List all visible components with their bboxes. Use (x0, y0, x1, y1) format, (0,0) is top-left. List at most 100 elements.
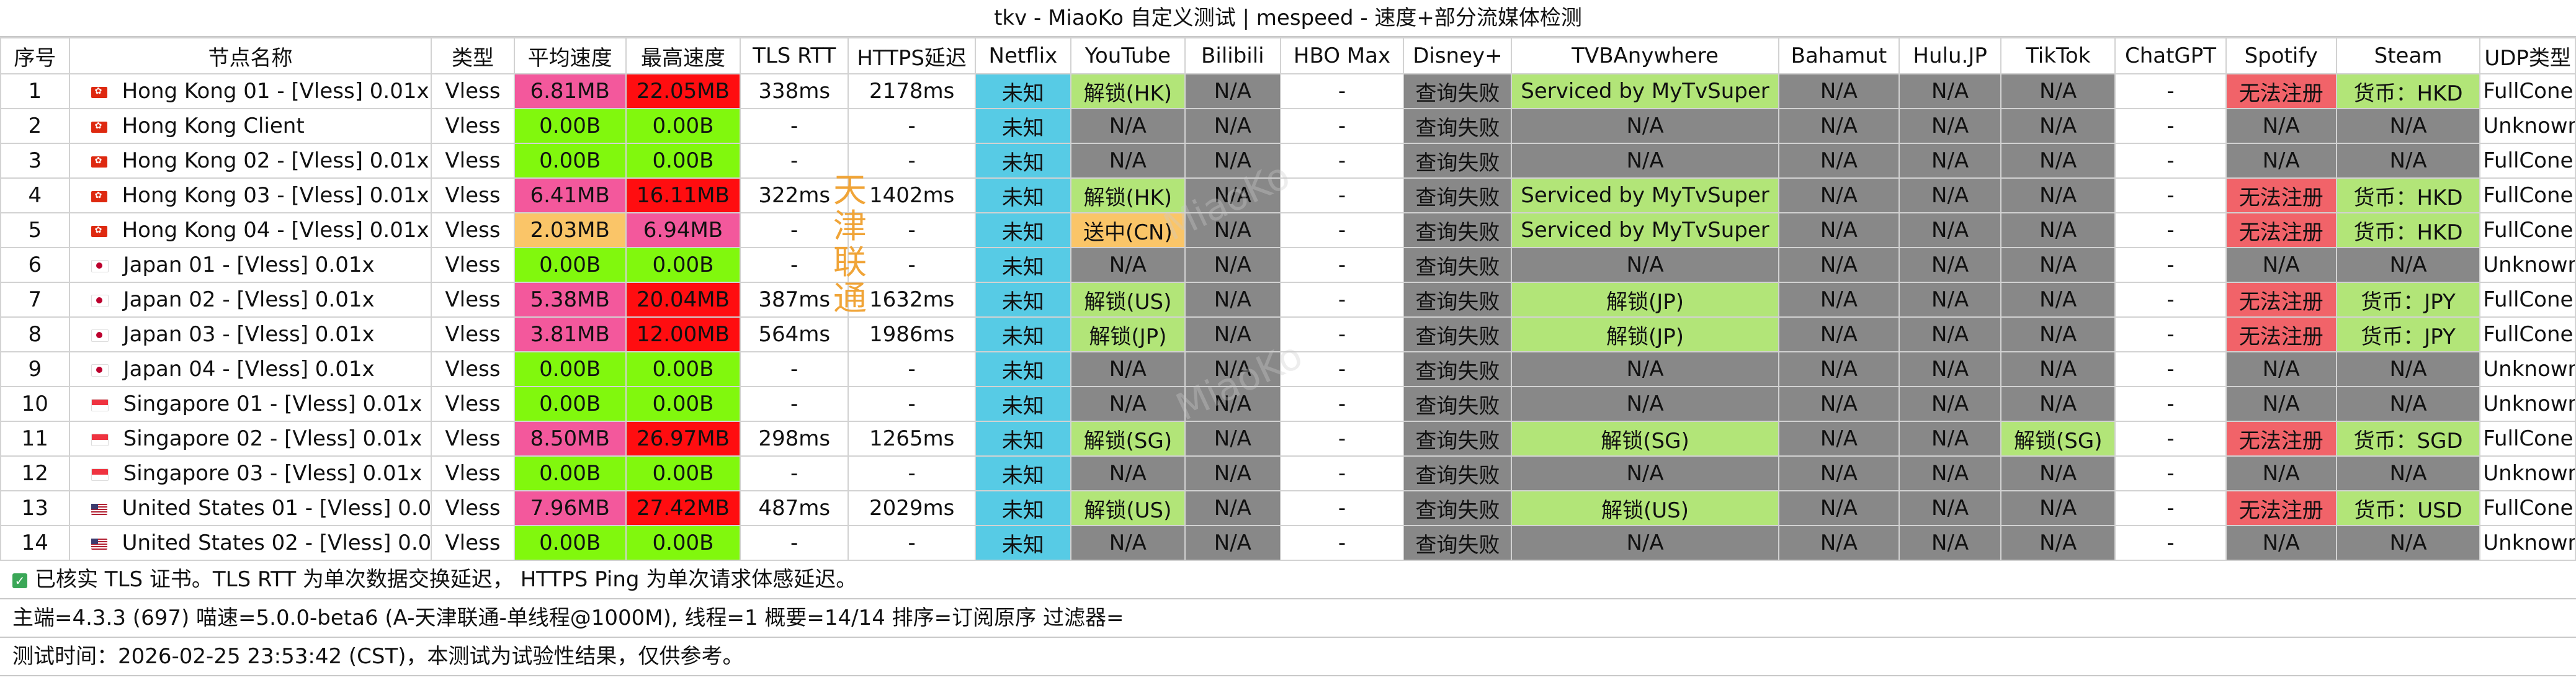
table-cell: 货币：JPY (2335, 282, 2481, 318)
table-cell: 解锁(SG) (1511, 421, 1779, 457)
table-cell: N/A (2225, 525, 2337, 561)
table-cell: 6.41MB (513, 177, 627, 213)
table-cell: - (1279, 386, 1405, 422)
table-cell: N/A (1184, 525, 1281, 561)
table-cell: 查询失败 (1403, 247, 1513, 283)
table-cell: 查询失败 (1403, 455, 1513, 491)
table-cell: N/A (1898, 490, 2002, 526)
column-header[interactable]: 最高速度 (625, 37, 741, 74)
table-cell: N/A (2335, 351, 2481, 387)
table-cell: - (847, 247, 977, 283)
table-cell: 8.50MB (513, 421, 627, 457)
column-header[interactable]: YouTube (1070, 37, 1186, 74)
column-header[interactable]: TLS RTT (740, 37, 849, 74)
table-cell: - (1279, 177, 1405, 213)
table-cell: 货币：SGD (2335, 421, 2481, 457)
table-cell: - (2114, 212, 2227, 248)
table-cell: N/A (1778, 143, 1900, 179)
column-header[interactable]: TVBAnywhere (1511, 37, 1779, 74)
table-cell: 未知 (975, 490, 1071, 526)
table-cell: 未知 (975, 525, 1071, 561)
table-cell: N/A (1898, 177, 2002, 213)
table-cell: N/A (1511, 143, 1779, 179)
table-cell: N/A (1778, 282, 1900, 318)
table-cell: - (1279, 351, 1405, 387)
column-header[interactable]: 序号 (0, 37, 70, 74)
table-cell: Vless (431, 525, 515, 561)
table-cell: 解锁(JP) (1070, 316, 1186, 352)
table-row: 12 Singapore 03 - [Vless] 0.01x Vless 0.00B… (0, 455, 2576, 491)
table-cell: - (2114, 282, 2227, 318)
column-header[interactable]: UDP类型 (2479, 37, 2576, 74)
table-cell: 1986ms (847, 316, 977, 352)
node-name-cell: Singapore 03 - [Vless] 0.01x (68, 455, 432, 491)
table-cell: - (2114, 455, 2227, 491)
table-cell: Vless (431, 143, 515, 179)
table-cell: Vless (431, 282, 515, 318)
table-cell: FullCone (2479, 282, 2576, 318)
table-cell: N/A (1511, 525, 1779, 561)
column-header[interactable]: Disney+ (1403, 37, 1513, 74)
table-cell: 5.38MB (513, 282, 627, 318)
table-cell: 解锁(US) (1511, 490, 1779, 526)
table-cell: - (2114, 73, 2227, 109)
footer-time: 测试时间：2026-02-25 23:53:42 (CST)，本测试为试验性结果… (0, 638, 2576, 676)
footer-info: 主端=4.3.3 (697) 喵速=5.0.0-beta6 (A-天津联通-单线… (0, 599, 2576, 638)
table-cell: Vless (431, 455, 515, 491)
table-cell: 0.00B (625, 143, 741, 179)
table-cell: 无法注册 (2225, 177, 2337, 213)
table-cell: FullCone (2479, 73, 2576, 109)
table-cell: - (2114, 108, 2227, 144)
table-cell: 5 (0, 212, 70, 248)
table-cell: N/A (2225, 386, 2337, 422)
column-header[interactable]: Hulu.JP (1898, 37, 2002, 74)
table-cell: N/A (1778, 108, 1900, 144)
table-cell: N/A (2000, 525, 2116, 561)
table-cell: N/A (2335, 143, 2481, 179)
table-row: 4 Hong Kong 03 - [Vless] 0.01xVless6.41MB… (0, 177, 2576, 213)
table-cell: - (2114, 247, 2227, 283)
table-cell: N/A (1184, 421, 1281, 457)
column-header[interactable]: TikTok (2000, 37, 2116, 74)
table-cell: FullCone (2479, 421, 2576, 457)
node-name: Hong Kong 01 - [Vless] 0.01x (122, 79, 429, 104)
column-header[interactable]: Bilibili (1184, 37, 1281, 74)
node-name-cell: Japan 04 - [Vless] 0.01x (68, 351, 432, 387)
node-name-cell: Japan 01 - [Vless] 0.01x (68, 247, 432, 283)
table-cell: 未知 (975, 177, 1071, 213)
table-cell: Serviced by MyTvSuper (1511, 212, 1779, 248)
column-header[interactable]: HTTPS延迟 (847, 37, 977, 74)
table-cell: N/A (1184, 212, 1281, 248)
column-header[interactable]: Steam (2335, 37, 2481, 74)
node-name: Japan 02 - [Vless] 0.01x (123, 287, 375, 312)
table-cell: 0.00B (625, 525, 741, 561)
footer-note: ✓ 已核实 TLS 证书。TLS RTT 为单次数据交换延迟， HTTPS Pin… (0, 561, 2576, 599)
table-cell: 1402ms (847, 177, 977, 213)
column-header[interactable]: HBO Max (1279, 37, 1405, 74)
column-header[interactable]: ChatGPT (2114, 37, 2227, 74)
table-cell: FullCone (2479, 177, 2576, 213)
table-cell: N/A (1898, 386, 2002, 422)
table-cell: 未知 (975, 143, 1071, 179)
table-row: 5 Hong Kong 04 - [Vless] 0.01xVless2.03MB… (0, 212, 2576, 248)
column-header[interactable]: Spotify (2225, 37, 2337, 74)
column-header[interactable]: Bahamut (1778, 37, 1900, 74)
table-cell: 0.00B (625, 455, 741, 491)
table-cell: 3 (0, 143, 70, 179)
table-cell: 322ms (740, 177, 849, 213)
table-cell: N/A (1778, 316, 1900, 352)
column-header[interactable]: 类型 (431, 37, 515, 74)
table-cell: - (1279, 108, 1405, 144)
table-cell: N/A (2225, 143, 2337, 179)
table-row: 6 Japan 01 - [Vless] 0.01x Vless 0.00B 0.00B… (0, 247, 2576, 283)
node-name: Singapore 03 - [Vless] 0.01x (123, 461, 423, 486)
column-header[interactable]: 节点名称 (68, 37, 432, 74)
column-header[interactable]: Netflix (975, 37, 1071, 74)
table-cell: 解锁(JP) (1511, 282, 1779, 318)
table-cell: N/A (1778, 525, 1900, 561)
table-cell: - (740, 525, 849, 561)
table-cell: 2029ms (847, 490, 977, 526)
table-cell: N/A (1778, 247, 1900, 283)
column-header[interactable]: 平均速度 (513, 37, 627, 74)
table-cell: 0.00B (513, 455, 627, 491)
